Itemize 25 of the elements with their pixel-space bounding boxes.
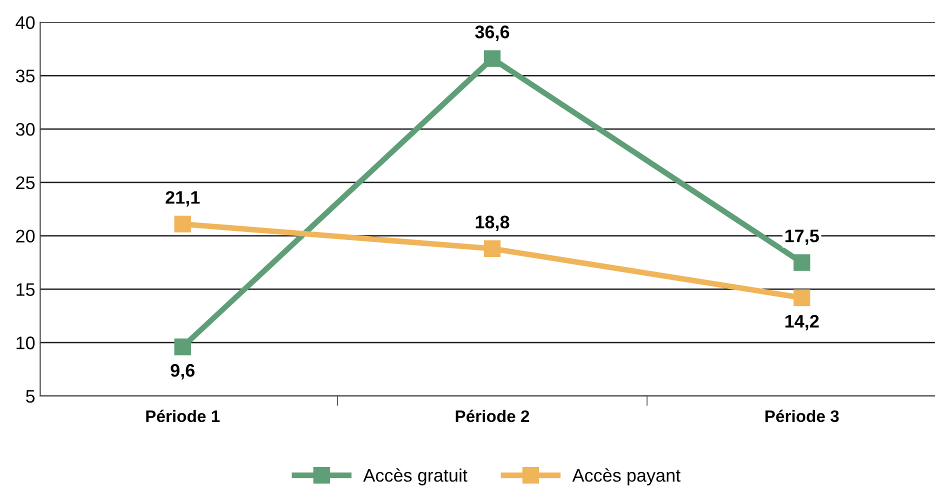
data-label: 9,6 xyxy=(170,364,195,380)
point xyxy=(794,254,810,271)
x-tick-label: Période 1 xyxy=(146,410,220,422)
x-tick-label: Période 3 xyxy=(765,410,839,422)
data-label: 36,6 xyxy=(475,26,510,41)
point xyxy=(484,50,501,67)
y-tick-label: 25 xyxy=(16,176,35,190)
data-label: 14,2 xyxy=(785,314,819,330)
y-tick-label: 40 xyxy=(16,16,35,29)
point xyxy=(174,338,191,356)
point xyxy=(174,216,191,232)
data-label: 21,1 xyxy=(166,191,200,206)
y-tick-label: 20 xyxy=(16,230,35,243)
x-tick-label: Période 2 xyxy=(456,410,530,422)
y-tick-label: 15 xyxy=(16,283,35,296)
y-tick-label: 10 xyxy=(16,336,35,350)
legend-label: Accès gratuit xyxy=(363,468,468,486)
point xyxy=(794,289,810,306)
data-label: 18,8 xyxy=(476,216,510,232)
point xyxy=(484,240,501,257)
y-tick-label: 35 xyxy=(16,70,35,82)
y-tick-label: 5 xyxy=(26,390,35,403)
legend-label: Accès payant xyxy=(572,468,681,486)
y-tick-label: 30 xyxy=(16,122,35,136)
data-label: 17,5 xyxy=(785,230,819,245)
